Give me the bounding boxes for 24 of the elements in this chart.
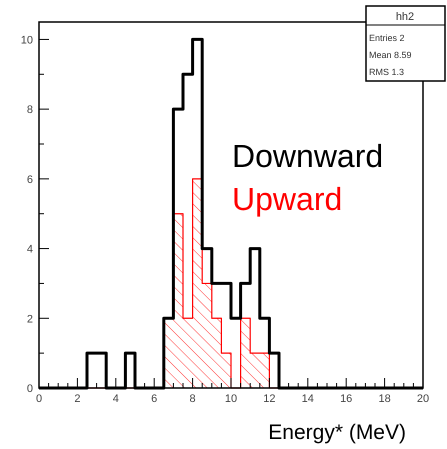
annotation: hh2	[396, 11, 414, 23]
y-tick-label: 0	[26, 383, 33, 395]
x-tick-label: 16	[340, 393, 352, 405]
y-tick-label: 10	[20, 34, 33, 46]
x-tick-label: 18	[378, 393, 391, 405]
series-label: Downward	[232, 138, 384, 174]
x-tick-label: 4	[112, 393, 119, 405]
x-tick-label: 12	[263, 393, 276, 405]
y-tick-label: 4	[26, 244, 33, 256]
series-label: Upward	[232, 181, 342, 217]
y-tick-label: 8	[26, 104, 33, 116]
x-axis-title: Energy* (MeV)	[268, 421, 406, 444]
x-tick-label: 14	[302, 393, 314, 405]
y-tick-label: 2	[26, 313, 33, 326]
x-tick-label: 10	[224, 393, 238, 405]
annotation: Entries 2	[369, 33, 405, 43]
annotation: RMS 1.3	[369, 67, 404, 77]
x-tick-label: 20	[416, 393, 430, 405]
x-tick-label: 8	[190, 393, 196, 405]
x-tick-label: 2	[74, 393, 80, 405]
x-tick-label: 6	[151, 393, 158, 405]
x-tick-label: 0	[36, 393, 42, 405]
annotation: Mean 8.59	[369, 50, 412, 60]
y-tick-label: 6	[26, 174, 33, 186]
